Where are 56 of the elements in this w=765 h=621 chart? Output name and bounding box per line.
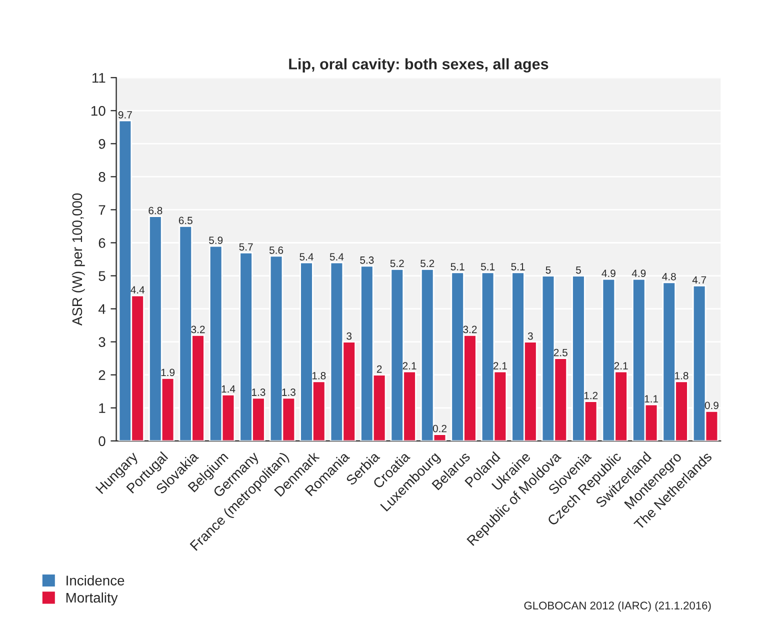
y-tick-label: 2: [98, 370, 106, 380]
y-tick-label: 9: [98, 139, 106, 149]
chart-title: Lip, oral cavity: both sexes, all ages: [289, 58, 548, 73]
data-label: 6.5: [178, 216, 192, 224]
data-label: 3: [346, 332, 352, 340]
data-label: 5.6: [269, 246, 284, 254]
data-label: 2.5: [554, 348, 568, 356]
y-tick-label: 4: [98, 304, 106, 314]
data-label: 4.8: [662, 272, 676, 280]
data-label: 2.1: [402, 362, 416, 370]
data-label: 1.2: [584, 392, 598, 400]
data-label: 4.7: [692, 276, 706, 284]
data-label: 1.3: [282, 388, 296, 396]
data-label: 2.1: [493, 362, 507, 370]
data-label: 5: [576, 266, 581, 274]
data-label: 1.1: [644, 395, 658, 402]
text: GLOBOCAN 2012 (IARC) (21.1.2016): [524, 601, 711, 612]
data-label: 2: [376, 365, 382, 373]
data-label: 1.8: [312, 372, 326, 380]
y-tick-label: 5: [98, 271, 106, 281]
legend-label: Incidence: [66, 575, 124, 586]
y-tick-label: 6: [98, 238, 106, 248]
data-label: 5.2: [390, 260, 404, 268]
data-label: 5.1: [511, 263, 525, 270]
data-label: 4.4: [130, 286, 145, 294]
data-label: 3: [528, 332, 533, 340]
data-label: 5: [546, 266, 551, 274]
y-tick-label: 3: [98, 337, 106, 347]
y-tick-label: 1: [99, 403, 106, 413]
data-label: 5.4: [300, 253, 314, 261]
data-label: 1.9: [161, 368, 175, 376]
data-label: 4.9: [632, 270, 646, 278]
data-label: 1.3: [252, 388, 266, 396]
y-tick-label: 10: [91, 106, 106, 116]
data-label: 1.8: [675, 372, 688, 380]
data-label: 6.8: [148, 206, 162, 214]
data-label: 4.9: [602, 270, 616, 278]
data-label: 5.3: [360, 256, 374, 264]
y-tick-label: 0: [98, 436, 106, 446]
data-label: 9.7: [118, 111, 132, 118]
data-label: 0.2: [432, 424, 446, 432]
data-label: 5.4: [330, 253, 344, 261]
data-label: 3.2: [191, 326, 205, 334]
data-label: 5.7: [239, 243, 253, 251]
y-tick-label: 11: [92, 73, 106, 83]
y-axis-title: ASR (W) per 100,000: [72, 193, 85, 326]
y-tick-label: 7: [98, 205, 106, 215]
data-label: 5.2: [420, 260, 434, 268]
legend-label: Mortality: [66, 592, 118, 606]
y-tick-label: 8: [98, 172, 106, 182]
data-label: 5.1: [480, 263, 495, 270]
data-label: 5.9: [209, 236, 223, 244]
data-label: 5.1: [450, 263, 464, 270]
data-label: 1.4: [222, 385, 236, 393]
data-label: 3.2: [463, 326, 477, 334]
data-label: 2.1: [614, 362, 628, 370]
